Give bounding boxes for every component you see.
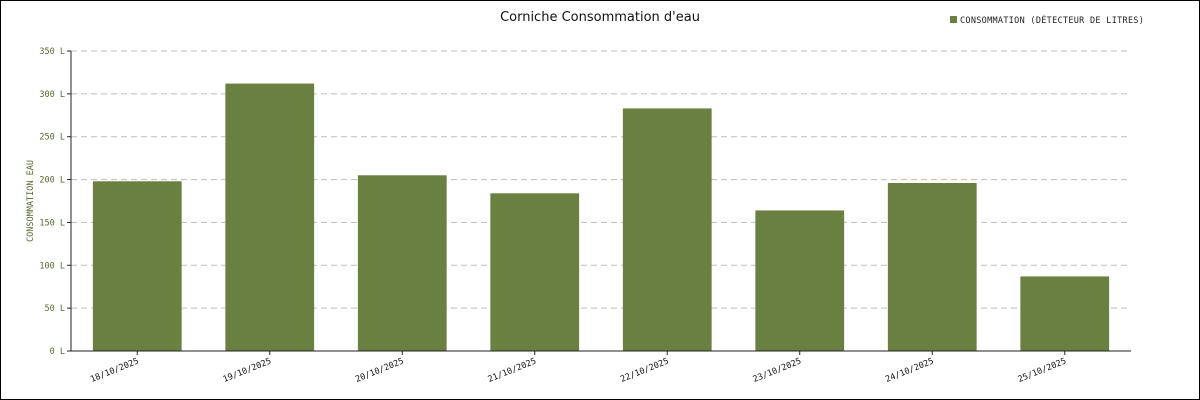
x-tick-label: 21/10/2025 (487, 357, 538, 385)
y-tick-label: 300 L (39, 90, 65, 100)
bar-18/10/2025 (92, 181, 182, 351)
bar-19/10/2025 (225, 83, 315, 352)
legend: CONSOMMATION (DÉTECTEUR DE LITRES) (950, 14, 1144, 26)
y-axis-label: CONSOMMATION EAU (26, 160, 36, 242)
x-tick-label: 22/10/2025 (619, 357, 670, 385)
chart-title: Corniche Consommation d'eau (500, 10, 700, 25)
x-axis-ticks: 18/10/2025 19/10/2025 20/10/2025 21/10/2025… (89, 351, 1068, 385)
x-tick-label: 20/10/2025 (354, 357, 405, 385)
x-tick-label: 18/10/2025 (89, 357, 140, 385)
y-tick-label: 100 L (39, 261, 65, 271)
y-tick-label: 50 L (45, 304, 65, 314)
y-tick-label: 350 L (39, 47, 65, 57)
bar-24/10/2025 (887, 183, 977, 351)
bar-22/10/2025 (622, 108, 712, 351)
y-tick-label: 200 L (39, 176, 65, 186)
legend-swatch (950, 16, 957, 23)
bar-23/10/2025 (755, 210, 845, 351)
bar-25/10/2025 (1020, 276, 1110, 351)
y-tick-label: 250 L (39, 133, 65, 143)
x-tick-label: 24/10/2025 (884, 357, 935, 385)
y-axis-ticks: 0 L 50 L 100 L 150 L 200 L 250 L 300 L 350 L (39, 47, 71, 357)
bar-21/10/2025 (490, 193, 580, 351)
x-tick-label: 19/10/2025 (222, 357, 273, 385)
legend-label: CONSOMMATION (DÉTECTEUR DE LITRES) (960, 14, 1144, 26)
y-tick-label: 150 L (39, 218, 65, 228)
x-tick-label: 25/10/2025 (1017, 357, 1068, 385)
x-tick-label: 23/10/2025 (752, 357, 803, 385)
y-tick-label: 0 L (50, 347, 65, 357)
bar-20/10/2025 (357, 175, 447, 351)
bars (92, 83, 1110, 352)
